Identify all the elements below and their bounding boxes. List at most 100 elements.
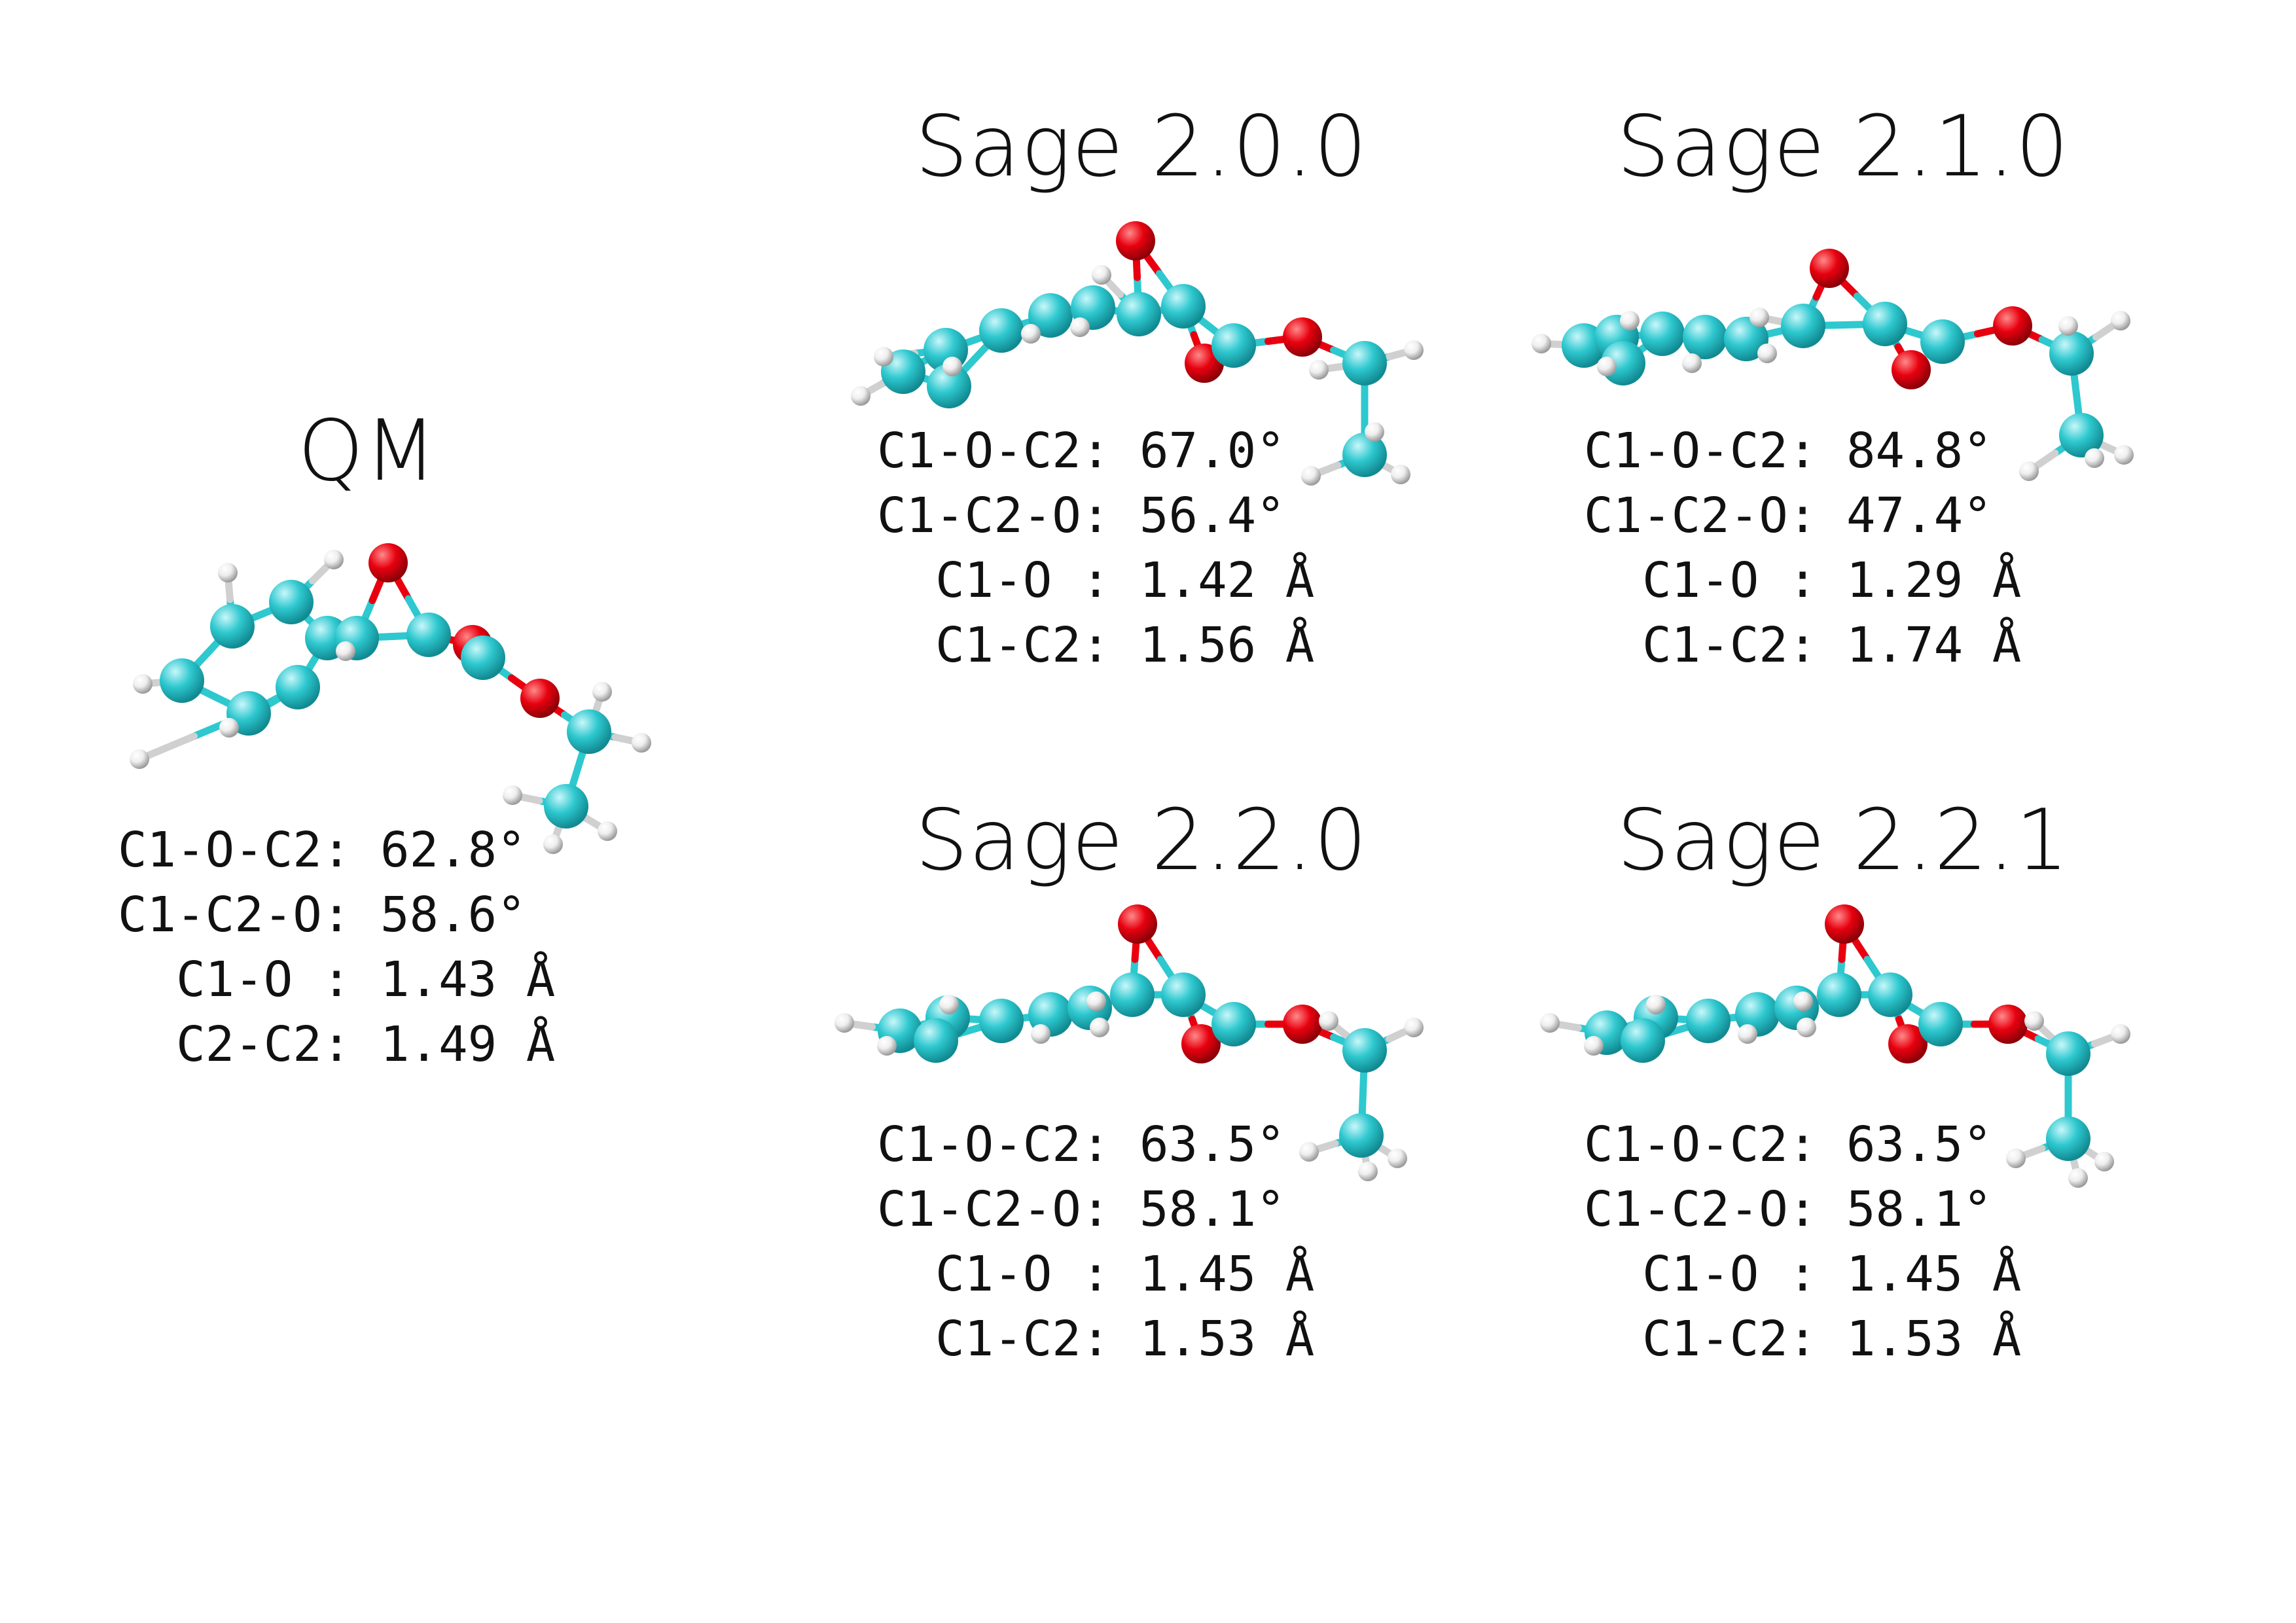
carbon-atom bbox=[544, 784, 588, 829]
hydrogen-atom bbox=[1404, 340, 1424, 360]
carbon-atom bbox=[1342, 433, 1387, 477]
angle-c1-o-c2: C1-O-C2: 84.8° bbox=[1584, 423, 1992, 479]
oxygen-atom bbox=[1283, 1005, 1322, 1044]
hydrogen-atom bbox=[874, 347, 893, 366]
oxygen-atom bbox=[1993, 306, 2032, 346]
carbon-atom bbox=[567, 709, 611, 754]
geometry-stats-sage-2-2-1: C1-O-C2: 63.5° C1-C2-O: 58.1° C1-O : 1.4… bbox=[1584, 1113, 2021, 1372]
hydrogen-atom bbox=[2024, 1011, 2044, 1031]
hydrogen-atom bbox=[1682, 353, 1702, 373]
carbon-atom bbox=[2046, 1116, 2090, 1161]
carbon-atom bbox=[276, 665, 320, 709]
hydrogen-atom bbox=[2006, 1149, 2026, 1168]
hydrogen-atom bbox=[1391, 465, 1410, 484]
angle-c1-c2-o: C1-C2-O: 47.4° bbox=[1584, 488, 1992, 544]
carbon-atom bbox=[1621, 1018, 1665, 1063]
hydrogen-atom bbox=[1597, 357, 1617, 376]
oxygen-atom bbox=[1283, 317, 1322, 357]
carbon-atom bbox=[1028, 293, 1073, 338]
hydrogen-atom bbox=[942, 357, 962, 376]
carbon-atom bbox=[1342, 1028, 1387, 1073]
hydrogen-atom bbox=[851, 386, 870, 406]
carbon-atom bbox=[1640, 312, 1685, 356]
bond-c1-c2: C1-C2: 1.56 Å bbox=[877, 617, 1315, 673]
angle-c1-o-c2: C1-O-C2: 63.5° bbox=[1584, 1116, 1992, 1173]
hydrogen-atom bbox=[2111, 311, 2130, 330]
hydrogen-atom bbox=[324, 550, 344, 569]
hydrogen-atom bbox=[1092, 265, 1111, 285]
oxygen-atom bbox=[1116, 221, 1155, 260]
carbon-atom bbox=[979, 308, 1024, 353]
carbon-atom bbox=[1211, 1002, 1256, 1046]
carbon-atom bbox=[1868, 972, 1912, 1017]
carbon-atom bbox=[2059, 413, 2104, 457]
hydrogen-atom bbox=[1365, 422, 1384, 442]
bond-c1-o: C1-O : 1.45 Å bbox=[1584, 1246, 2022, 1302]
panel-title: Sage 2.2.1 bbox=[1617, 792, 2070, 889]
carbon-atom bbox=[1920, 319, 1965, 364]
carbon-atom bbox=[1339, 1113, 1384, 1158]
hydrogen-atom bbox=[2094, 1152, 2114, 1171]
geometry-stats-sage-2-1-0: C1-O-C2: 84.8° C1-C2-O: 47.4° C1-O : 1.2… bbox=[1584, 419, 2021, 678]
hydrogen-atom bbox=[1299, 1142, 1319, 1162]
hydrogen-atom bbox=[592, 682, 612, 702]
oxygen-atom bbox=[368, 543, 408, 582]
carbon-atom bbox=[1863, 302, 1907, 346]
hydrogen-atom bbox=[1031, 1024, 1050, 1044]
oxygen-atom bbox=[1118, 904, 1157, 944]
bond-c1-o: C1-O : 1.42 Å bbox=[877, 552, 1315, 609]
hydrogen-atom bbox=[1086, 991, 1106, 1011]
carbon-atom bbox=[210, 604, 255, 649]
carbon-atom bbox=[1161, 284, 1206, 329]
hydrogen-atom bbox=[1646, 995, 1666, 1014]
hydrogen-atom bbox=[1090, 1018, 1109, 1037]
carbon-atom bbox=[1686, 999, 1731, 1043]
oxygen-atom bbox=[1892, 350, 1931, 389]
hydrogen-atom bbox=[2114, 445, 2134, 465]
hydrogen-atom bbox=[1404, 1018, 1424, 1037]
hydrogen-atom bbox=[1584, 1036, 1604, 1056]
hydrogen-atom bbox=[1797, 1018, 1816, 1037]
carbon-atom bbox=[979, 999, 1024, 1043]
carbon-atom bbox=[406, 613, 451, 657]
panel-title: Sage 2.2.0 bbox=[915, 792, 1368, 889]
carbon-atom bbox=[1211, 323, 1256, 368]
hydrogen-atom bbox=[2111, 1024, 2130, 1044]
hydrogen-atom bbox=[1319, 1011, 1338, 1031]
carbon-atom bbox=[1110, 972, 1155, 1017]
panel-title: Sage 2.0.0 bbox=[915, 98, 1368, 196]
hydrogen-atom bbox=[1309, 360, 1329, 380]
hydrogen-atom bbox=[2019, 461, 2039, 481]
hydrogen-atom bbox=[218, 563, 238, 582]
oxygen-atom bbox=[1825, 904, 1864, 944]
hydrogen-atom bbox=[543, 834, 563, 854]
oxygen-atom bbox=[520, 679, 560, 718]
bond-c1-c2: C1-C2: 1.53 Å bbox=[1584, 1311, 2022, 1367]
bond-c1-c2: C1-C2: 1.74 Å bbox=[1584, 617, 2022, 673]
angle-c1-c2-o: C1-C2-O: 58.6° bbox=[118, 887, 526, 943]
panel-title: QM bbox=[298, 402, 438, 500]
hydrogen-atom bbox=[1757, 344, 1777, 363]
hydrogen-atom bbox=[336, 641, 355, 661]
carbon-atom bbox=[1918, 1002, 1963, 1046]
angle-c1-o-c2: C1-O-C2: 67.0° bbox=[877, 423, 1285, 479]
carbon-atom bbox=[269, 580, 314, 624]
hydrogen-atom bbox=[1749, 308, 1769, 327]
carbon-atom bbox=[2046, 1031, 2090, 1076]
geometry-stats-sage-2-2-0: C1-O-C2: 63.5° C1-C2-O: 58.1° C1-O : 1.4… bbox=[877, 1113, 1314, 1372]
hydrogen-atom bbox=[503, 785, 522, 805]
oxygen-atom bbox=[1988, 1005, 2028, 1044]
hydrogen-atom bbox=[1620, 311, 1640, 330]
bond bbox=[135, 732, 198, 763]
hydrogen-atom bbox=[2058, 316, 2078, 336]
geometry-stats-sage-2-0-0: C1-O-C2: 67.0° C1-C2-O: 56.4° C1-O : 1.4… bbox=[877, 419, 1314, 678]
hydrogen-atom bbox=[1358, 1162, 1378, 1181]
hydrogen-atom bbox=[632, 733, 651, 753]
carbon-atom bbox=[914, 1018, 958, 1063]
hydrogen-atom bbox=[130, 749, 149, 769]
hydrogen-atom bbox=[939, 995, 959, 1014]
